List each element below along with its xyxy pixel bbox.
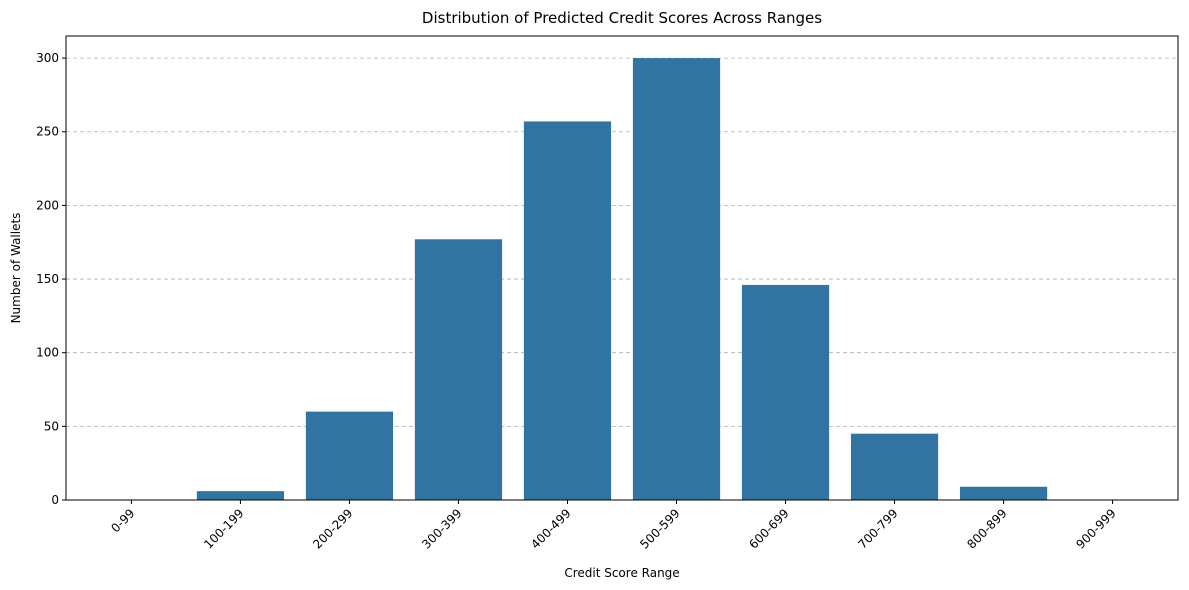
y-tick-label: 250 bbox=[36, 125, 59, 139]
x-tick-label: 0-99 bbox=[108, 506, 137, 535]
x-tick-label: 300-399 bbox=[419, 506, 464, 551]
bar-400-499 bbox=[523, 121, 612, 500]
grid-layer bbox=[66, 57, 1178, 427]
bar-200-299 bbox=[305, 411, 394, 500]
x-tick-label: 200-299 bbox=[310, 506, 355, 551]
bar-800-899 bbox=[959, 486, 1048, 500]
x-tick-label: 700-799 bbox=[855, 506, 900, 551]
x-tick-label: 500-599 bbox=[637, 506, 682, 551]
x-tick-label: 400-499 bbox=[528, 506, 573, 551]
x-tick-label: 900-999 bbox=[1073, 506, 1118, 551]
bar-300-399 bbox=[414, 239, 503, 500]
bars-layer bbox=[196, 58, 1048, 500]
y-axis-label: Number of Wallets bbox=[9, 213, 23, 324]
x-tick-label: 600-699 bbox=[746, 506, 791, 551]
bar-500-599 bbox=[632, 58, 721, 500]
y-tick-label: 150 bbox=[36, 272, 59, 286]
bar-700-799 bbox=[850, 433, 939, 500]
y-tick-label: 300 bbox=[36, 51, 59, 65]
y-axis: 0 50 100 150 200 250 300 bbox=[36, 51, 66, 507]
y-tick-label: 0 bbox=[51, 493, 59, 507]
y-tick-label: 100 bbox=[36, 346, 59, 360]
bar-100-199 bbox=[196, 491, 285, 500]
y-tick-label: 50 bbox=[44, 419, 59, 433]
x-tick-label: 800-899 bbox=[964, 506, 1009, 551]
bar-600-699 bbox=[741, 284, 830, 500]
y-tick-label: 200 bbox=[36, 198, 59, 212]
chart-title: Distribution of Predicted Credit Scores … bbox=[422, 9, 822, 27]
x-tick-label: 100-199 bbox=[201, 506, 246, 551]
x-axis: 0-99 100-199 200-299 300-399 400-499 500-599 6… bbox=[108, 500, 1119, 552]
x-axis-label: Credit Score Range bbox=[564, 566, 679, 580]
plot-frame bbox=[65, 35, 1179, 501]
